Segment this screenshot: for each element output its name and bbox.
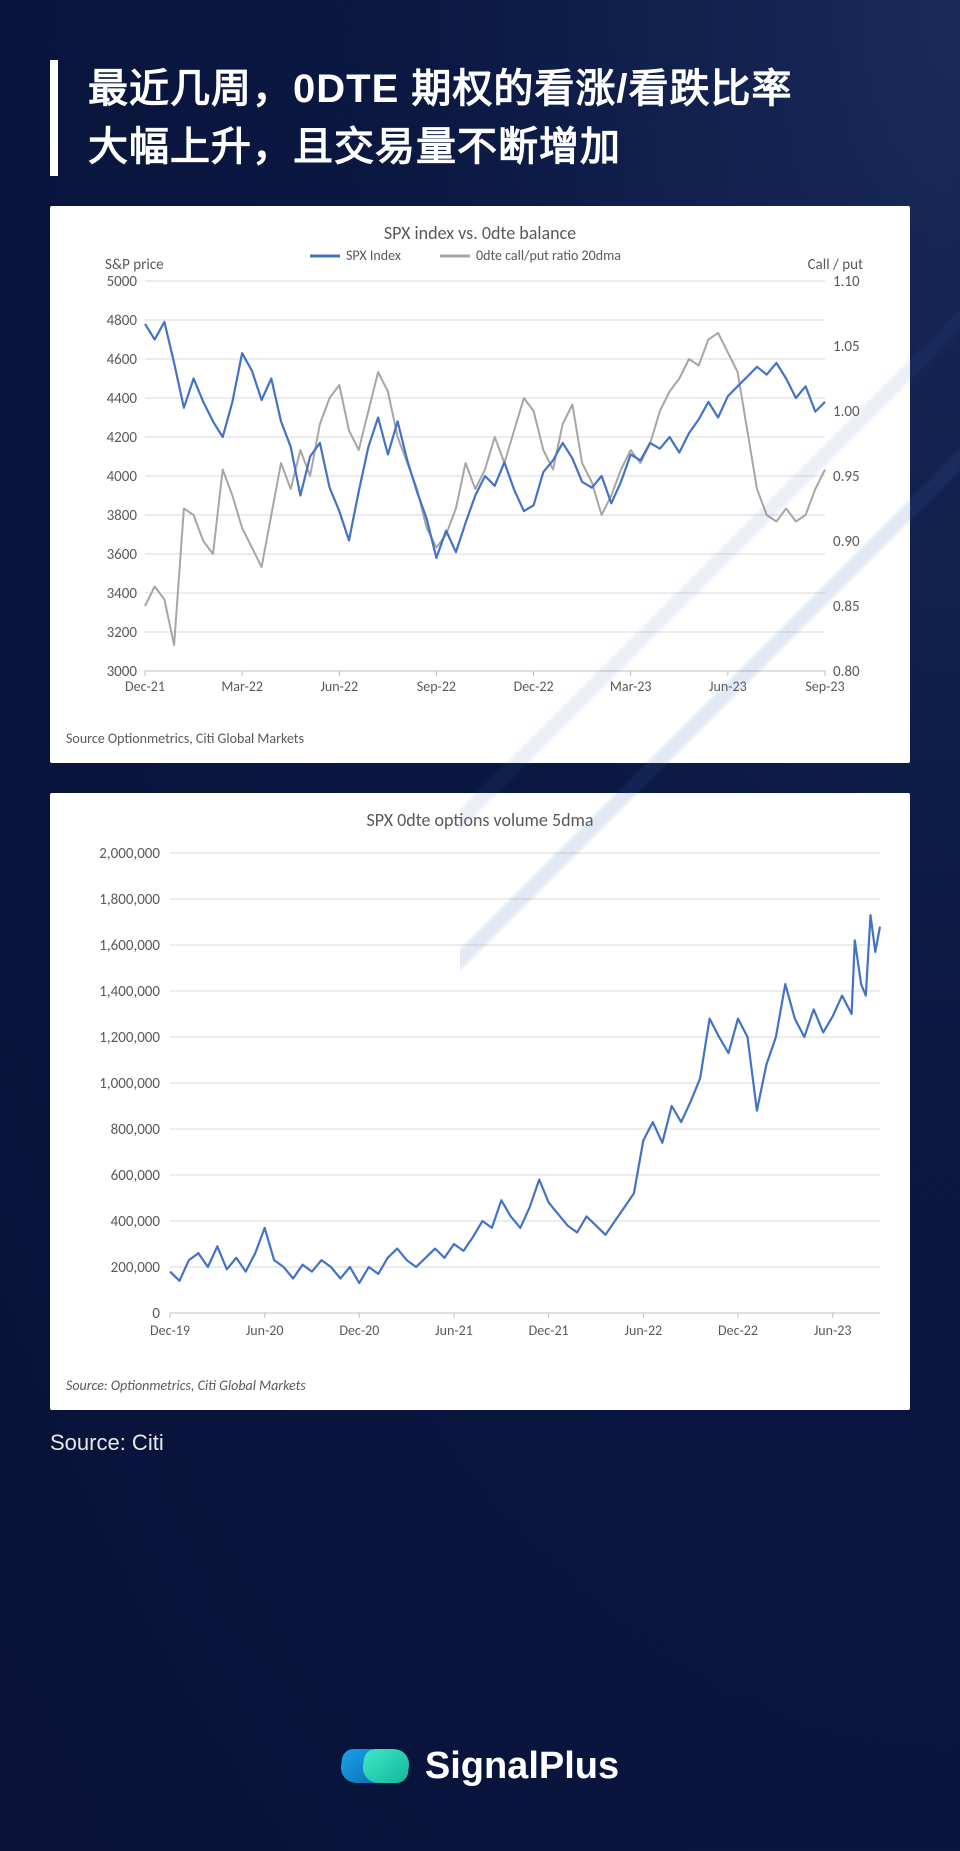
svg-text:0.85: 0.85 xyxy=(833,598,860,616)
svg-text:400,000: 400,000 xyxy=(111,1213,161,1231)
svg-text:0: 0 xyxy=(152,1305,160,1323)
svg-text:Sep-23: Sep-23 xyxy=(805,678,844,695)
svg-text:Dec-20: Dec-20 xyxy=(339,1322,379,1339)
svg-text:0.90: 0.90 xyxy=(833,533,860,551)
svg-text:4200: 4200 xyxy=(107,429,138,447)
svg-text:1,000,000: 1,000,000 xyxy=(99,1075,160,1093)
svg-text:3200: 3200 xyxy=(107,624,138,642)
brand-name: SignalPlus xyxy=(425,1745,619,1788)
chart2-svg: 0 200,000 400,000 600,000 800,000 1,000,000 1,… xyxy=(60,833,900,1353)
page-title: 最近几周，0DTE 期权的看涨/看跌比率 大幅上升，且交易量不断增加 xyxy=(88,60,910,176)
svg-text:Dec-21: Dec-21 xyxy=(529,1322,569,1339)
svg-text:1.05: 1.05 xyxy=(833,338,860,356)
svg-text:Jun-23: Jun-23 xyxy=(709,678,747,695)
svg-text:Mar-22: Mar-22 xyxy=(221,678,263,695)
svg-text:Jun-20: Jun-20 xyxy=(246,1322,284,1339)
svg-text:1,200,000: 1,200,000 xyxy=(99,1029,160,1047)
svg-text:3800: 3800 xyxy=(107,507,138,525)
outer-source: Source: Citi xyxy=(50,1430,910,1456)
svg-text:Dec-22: Dec-22 xyxy=(514,678,554,695)
svg-text:SPX Index: SPX Index xyxy=(346,247,401,264)
svg-text:600,000: 600,000 xyxy=(111,1167,161,1185)
svg-text:Sep-22: Sep-22 xyxy=(417,678,456,695)
svg-text:4800: 4800 xyxy=(107,312,138,330)
svg-text:200,000: 200,000 xyxy=(111,1259,161,1277)
chart1-card: SPX index vs. 0dte balance 3000320034003… xyxy=(50,206,910,763)
svg-text:0.95: 0.95 xyxy=(833,468,860,486)
title-line-2: 大幅上升，且交易量不断增加 xyxy=(88,125,621,169)
svg-text:Jun-22: Jun-22 xyxy=(625,1322,663,1339)
svg-text:1.10: 1.10 xyxy=(833,273,860,291)
svg-text:1,800,000: 1,800,000 xyxy=(99,891,160,909)
svg-text:2,000,000: 2,000,000 xyxy=(99,845,160,863)
svg-text:4600: 4600 xyxy=(107,351,138,369)
svg-text:Jun-23: Jun-23 xyxy=(814,1322,852,1339)
svg-text:4000: 4000 xyxy=(107,468,138,486)
title-line-1: 最近几周，0DTE 期权的看涨/看跌比率 xyxy=(88,67,792,111)
chart1-source: Source Optionmetrics, Citi Global Market… xyxy=(60,706,900,753)
svg-text:3600: 3600 xyxy=(107,546,138,564)
svg-text:Mar-23: Mar-23 xyxy=(610,678,652,695)
svg-text:1.00: 1.00 xyxy=(833,403,860,421)
svg-text:Dec-19: Dec-19 xyxy=(150,1322,190,1339)
svg-text:Dec-22: Dec-22 xyxy=(718,1322,758,1339)
svg-text:Jun-21: Jun-21 xyxy=(435,1322,473,1339)
chart2-title: SPX 0dte options volume 5dma xyxy=(60,803,900,833)
svg-text:0dte call/put ratio 20dma: 0dte call/put ratio 20dma xyxy=(476,247,621,264)
svg-text:Dec-21: Dec-21 xyxy=(125,678,165,695)
page-header: 最近几周，0DTE 期权的看涨/看跌比率 大幅上升，且交易量不断增加 xyxy=(50,60,910,176)
chart1-title: SPX index vs. 0dte balance xyxy=(60,216,900,246)
chart2-source: Source: Optionmetrics, Citi Global Marke… xyxy=(60,1353,900,1400)
svg-text:1,600,000: 1,600,000 xyxy=(99,937,160,955)
svg-text:S&P price: S&P price xyxy=(105,256,164,274)
footer: SignalPlus xyxy=(0,1741,960,1791)
svg-text:800,000: 800,000 xyxy=(111,1121,161,1139)
brand-logo-icon xyxy=(341,1741,411,1791)
svg-text:Jun-22: Jun-22 xyxy=(320,678,358,695)
chart2-card: SPX 0dte options volume 5dma 0 200,000 400… xyxy=(50,793,910,1410)
svg-text:3400: 3400 xyxy=(107,585,138,603)
svg-text:4400: 4400 xyxy=(107,390,138,408)
svg-text:5000: 5000 xyxy=(107,273,138,291)
svg-text:Call / put: Call / put xyxy=(808,256,863,274)
svg-text:1,400,000: 1,400,000 xyxy=(99,983,160,1001)
chart1-svg: 3000320034003600380040004200440046004800… xyxy=(60,246,900,706)
